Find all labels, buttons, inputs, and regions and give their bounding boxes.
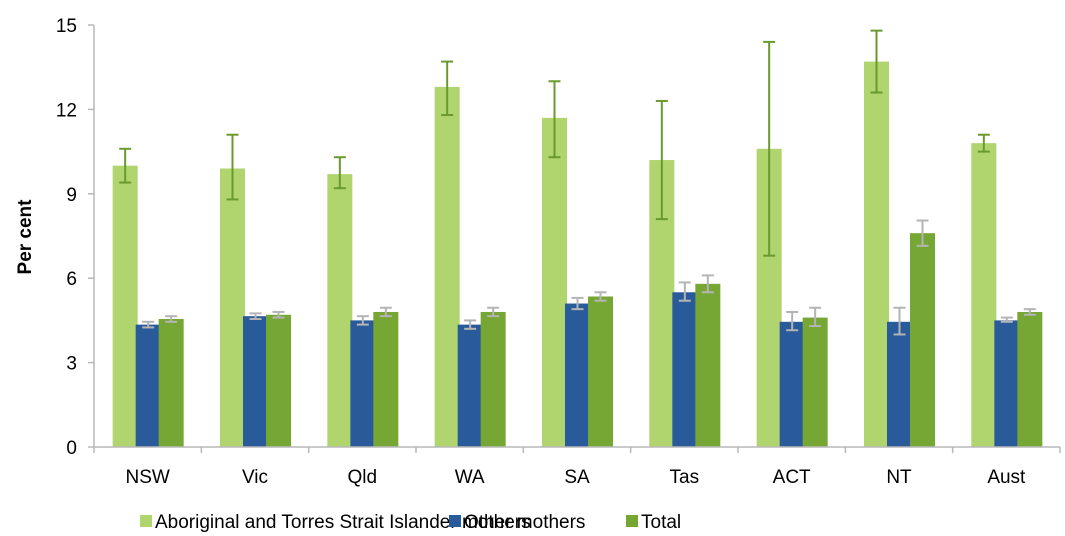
- y-tick-label: 6: [66, 269, 77, 290]
- legend-swatch: [626, 515, 638, 527]
- bar: [994, 320, 1019, 447]
- bar: [136, 325, 161, 447]
- y-tick-label: 12: [56, 100, 77, 121]
- bar: [1017, 312, 1042, 447]
- bar: [565, 304, 590, 447]
- y-axis-title: Per cent: [15, 199, 36, 275]
- bar: [780, 322, 805, 447]
- x-tick-label: NSW: [126, 467, 170, 488]
- bar: [159, 319, 184, 447]
- bar: [971, 143, 996, 447]
- bar: [373, 312, 398, 447]
- x-tick-label: Aust: [987, 467, 1026, 488]
- legend-swatch: [449, 515, 461, 527]
- bar: [266, 315, 291, 447]
- bar: [910, 233, 935, 447]
- y-tick-label: 9: [66, 185, 77, 206]
- bar: [220, 168, 245, 447]
- bar: [350, 320, 375, 447]
- legend-label: Total: [641, 512, 681, 533]
- y-tick-label: 0: [66, 438, 77, 459]
- x-tick-label: WA: [455, 467, 485, 488]
- x-tick-label: ACT: [773, 467, 811, 488]
- x-tick-label: NT: [886, 467, 912, 488]
- bar: [887, 322, 912, 447]
- x-tick-label: Qld: [348, 467, 378, 488]
- bar: [542, 118, 567, 447]
- legend: Aboriginal and Torres Strait Islander mo…: [140, 512, 681, 533]
- x-tick-label: Vic: [242, 467, 268, 488]
- x-axis-labels: NSW Vic Qld WA SA Tas ACT NT Aust: [94, 447, 1060, 488]
- bar: [458, 325, 483, 447]
- legend-label: Other mothers: [464, 512, 585, 533]
- bar: [243, 316, 268, 447]
- bar: [864, 62, 889, 447]
- x-tick-label: Tas: [670, 467, 700, 488]
- x-tick-label: SA: [564, 467, 590, 488]
- bar: [327, 174, 352, 447]
- bar: [695, 284, 720, 447]
- y-axis-ticks: 0 3 6 9 12 15: [56, 16, 94, 459]
- legend-swatch: [140, 515, 152, 527]
- bar: [803, 318, 828, 447]
- bars: [113, 62, 1043, 447]
- bar: [672, 292, 697, 447]
- bar: [481, 312, 506, 447]
- bar: [113, 166, 138, 447]
- bar: [435, 87, 460, 447]
- error-bars: [119, 31, 1036, 335]
- bar: [588, 296, 613, 447]
- y-tick-label: 3: [66, 354, 77, 375]
- y-tick-label: 15: [56, 16, 77, 37]
